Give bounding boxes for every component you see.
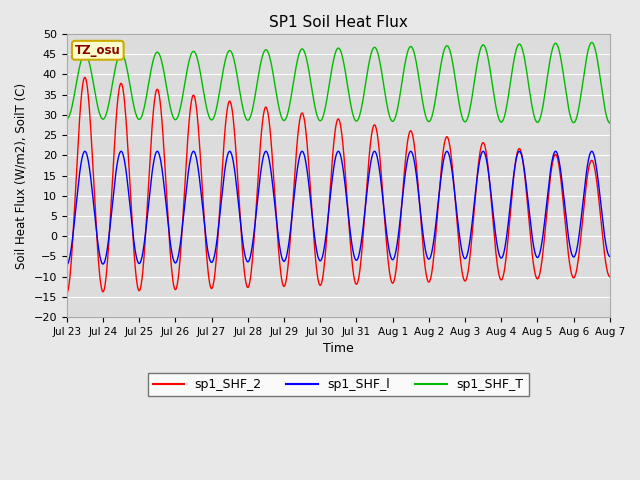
X-axis label: Time: Time <box>323 342 354 356</box>
Title: SP1 Soil Heat Flux: SP1 Soil Heat Flux <box>269 15 408 30</box>
Y-axis label: Soil Heat Flux (W/m2), SoilT (C): Soil Heat Flux (W/m2), SoilT (C) <box>15 83 28 269</box>
Legend: sp1_SHF_2, sp1_SHF_l, sp1_SHF_T: sp1_SHF_2, sp1_SHF_l, sp1_SHF_T <box>148 373 529 396</box>
Text: TZ_osu: TZ_osu <box>75 44 121 57</box>
